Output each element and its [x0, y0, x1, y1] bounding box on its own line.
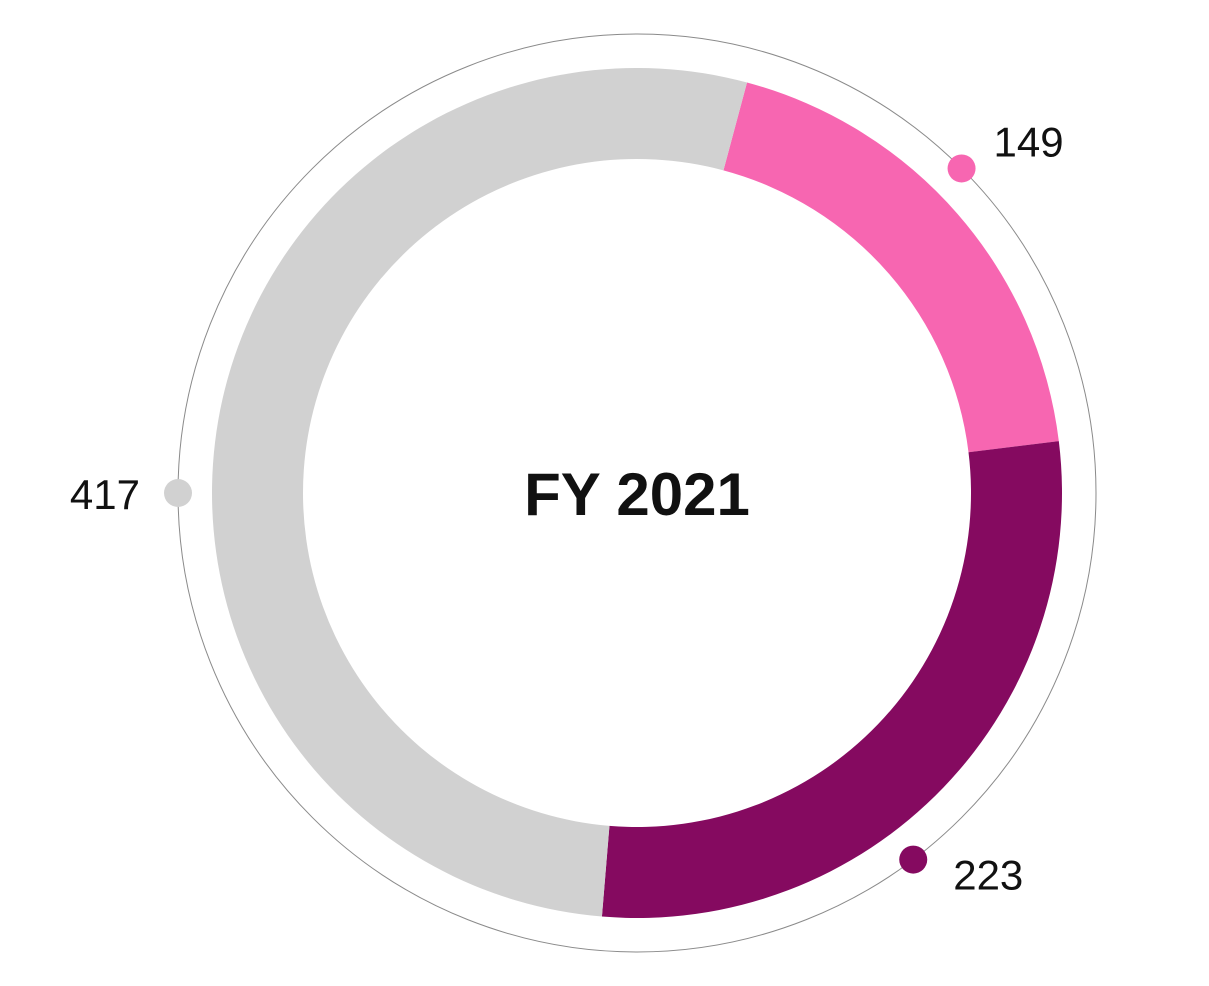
value-label-149: 149 — [994, 118, 1064, 165]
value-marker-417 — [164, 479, 192, 507]
value-label-417: 417 — [70, 471, 140, 518]
donut-slice-223 — [601, 441, 1062, 919]
value-label-223: 223 — [953, 852, 1023, 899]
donut-slice-149 — [723, 82, 1059, 453]
value-marker-223 — [899, 845, 928, 874]
donut-slices — [212, 68, 1062, 919]
center-title: FY 2021 — [524, 461, 750, 528]
donut-slice-417 — [212, 68, 747, 917]
value-markers — [164, 154, 976, 874]
value-labels: 149 223 417 — [70, 118, 1064, 898]
value-marker-149 — [947, 154, 976, 183]
